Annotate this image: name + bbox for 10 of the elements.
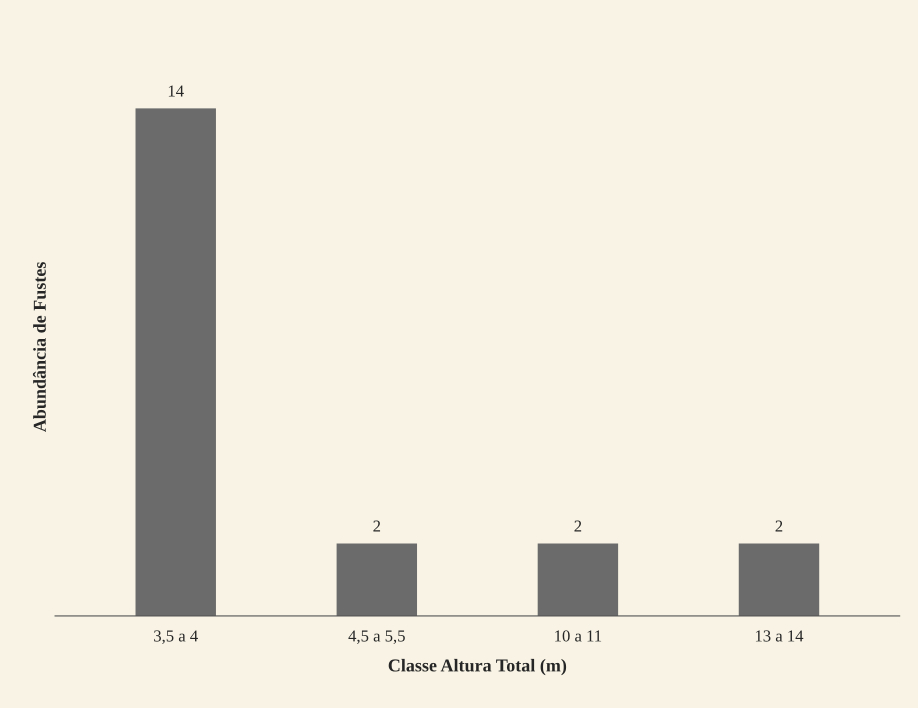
data-label: 2 — [574, 520, 582, 532]
y-axis-title: Abundância de Fustes — [32, 262, 46, 432]
x-tick-label: 10 a 11 — [555, 630, 602, 642]
data-label: 2 — [373, 520, 380, 532]
x-tick-label: 3,5 a 4 — [154, 630, 198, 644]
x-tick-label: 13 a 14 — [756, 630, 804, 642]
data-label: 14 — [168, 85, 184, 96]
x-tick-label: 4,5 a 5,5 — [348, 630, 405, 644]
x-axis-title: Classe Altura Total (m) — [388, 658, 566, 676]
data-label: 2 — [776, 520, 782, 532]
